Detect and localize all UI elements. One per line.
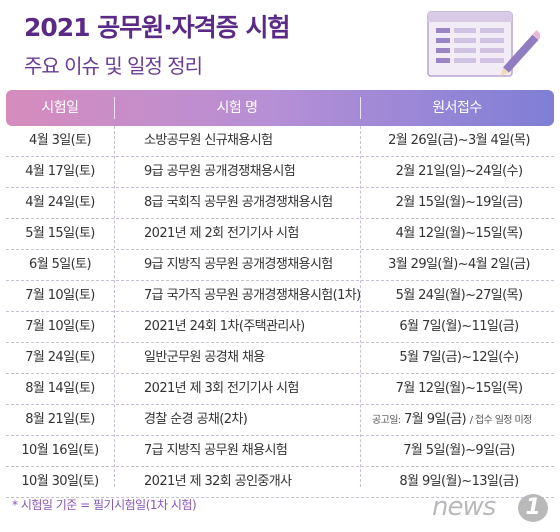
table-row: 10월 16일(토) 7급 지방직 공무원 채용시험 7월 5일(월)~9일(금… [6,436,554,467]
exam-date: 8월 21일(토) [25,412,95,427]
exam-name: 9급 공무원 공개경쟁채용시험 [144,164,296,179]
exam-name: 경찰 순경 공채(2차) [144,412,248,427]
header-divider [114,97,115,119]
column-divider [360,126,361,487]
application-period: 3월 29일(월)~4월 2일(금) [388,257,530,272]
table-header: 시험일 시험 명 원서접수 [6,90,554,126]
exam-name: 2021년 제 2회 전기기사 시험 [144,226,299,241]
exam-date: 5월 15일(토) [25,226,95,241]
application-period: 공고일: 7월 9일(금) / 접수 일정 미정 [372,405,560,435]
exam-name: 7급 국가직 공무원 공개경쟁채용시험(1차) [144,288,361,303]
exam-name: 2021년 제 32회 공인중개사 [144,474,292,489]
table-row: 7월 10일(토) 7급 국가직 공무원 공개경쟁채용시험(1차) 5월 24일… [6,281,554,312]
application-period: 4월 12일(월)~15일(목) [395,226,523,241]
logo-badge: 1 [518,494,548,522]
application-period: 2월 21일(일)~24일(수) [395,164,523,179]
application-period: 5월 7일(금)~12일(수) [399,350,519,365]
announcement-date: 7월 9일(금) [404,412,467,427]
table-row: 8월 14일(토) 2021년 제 3회 전기기사 시험 7월 12일(월)~1… [6,374,554,405]
footnote: * 시험일 기준 = 필기시험일(1차 시험) [12,498,197,512]
application-period: 7월 5일(월)~9일(금) [403,443,515,458]
table-row: 4월 24일(토) 8급 국회직 공무원 공개경쟁채용시험 2월 15일(월)~… [6,188,554,219]
header-divider [360,97,361,119]
exam-name: 8급 국회직 공무원 공개경쟁채용시험 [144,195,333,210]
exam-date: 4월 17일(토) [25,164,95,179]
table-row: 4월 17일(토) 9급 공무원 공개경쟁채용시험 2월 21일(일)~24일(… [6,157,554,188]
page-subtitle: 주요 이슈 및 일정 정리 [24,54,203,78]
table-row: 8월 21일(토) 경찰 순경 공채(2차) 공고일: 7월 9일(금) / 접… [6,405,554,436]
exam-date: 10월 30일(토) [21,474,99,489]
table-row: 10월 30일(토) 2021년 제 32회 공인중개사 8월 9일(월)~13… [6,467,554,498]
table-row: 7월 10일(토) 2021년 24회 1차(주택관리사) 6월 7일(월)~1… [6,312,554,343]
exam-date: 4월 24일(토) [25,195,95,210]
application-period: 7월 12일(월)~15일(목) [395,381,523,396]
application-period: 6월 7일(월)~11일(금) [399,319,519,334]
announcement-label: 공고일: [372,415,401,426]
application-period: 8월 9일(월)~13일(금) [399,474,519,489]
exam-date: 10월 16일(토) [21,443,99,458]
exam-name: 7급 지방직 공무원 채용시험 [144,443,288,458]
exam-date: 7월 10일(토) [25,319,95,334]
application-period: 2월 15일(월)~19일(금) [395,195,523,210]
page-title: 2021 공무원·자격증 시험 [24,13,290,42]
exam-name: 일반군무원 공경채 채용 [144,350,265,365]
exam-date: 8월 14일(토) [25,381,95,396]
exam-date: 7월 10일(토) [25,288,95,303]
news1-logo: news 1 [432,490,554,526]
column-divider [114,126,115,487]
table-row: 4월 3일(토) 소방공무원 신규채용시험 2월 26일(금)~3월 4일(목) [6,126,554,157]
application-period: 2월 26일(금)~3월 4일(목) [388,133,530,148]
table-row: 7월 24일(토) 일반군무원 공경채 채용 5월 7일(금)~12일(수) [6,343,554,374]
exam-date: 7월 24일(토) [25,350,95,365]
exam-name: 소방공무원 신규채용시험 [144,133,273,148]
header-application: 원서접수 [432,100,482,116]
table-row: 5월 15일(토) 2021년 제 2회 전기기사 시험 4월 12일(월)~1… [6,219,554,250]
document-pencil-illustration [427,11,540,77]
exam-name: 2021년 제 3회 전기기사 시험 [144,381,299,396]
application-note: / 접수 일정 미정 [469,415,533,426]
exam-name: 2021년 24회 1차(주택관리사) [144,319,305,334]
exam-date: 4월 3일(토) [29,133,92,148]
header-exam-name: 시험 명 [216,100,258,116]
logo-text: news [432,492,496,522]
header-exam-date: 시험일 [41,100,79,116]
exam-date: 6월 5일(토) [29,257,92,272]
application-period: 5월 24일(월)~27일(목) [395,288,523,303]
exam-name: 9급 지방직 공무원 공개경쟁채용시험 [144,257,333,272]
table-row: 6월 5일(토) 9급 지방직 공무원 공개경쟁채용시험 3월 29일(월)~4… [6,250,554,281]
schedule-table-body: 4월 3일(토) 소방공무원 신규채용시험 2월 26일(금)~3월 4일(목)… [6,126,554,498]
